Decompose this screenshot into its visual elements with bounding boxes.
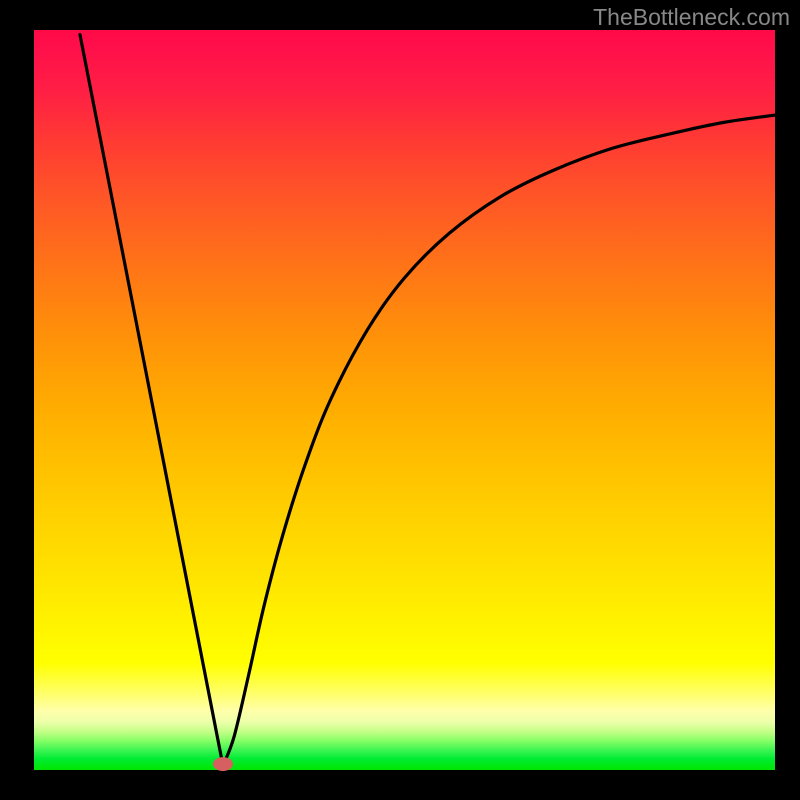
gradient-background <box>34 30 775 770</box>
chart-svg <box>0 0 800 800</box>
optimum-marker <box>213 757 233 771</box>
watermark-text: TheBottleneck.com <box>593 4 790 31</box>
chart-container: TheBottleneck.com <box>0 0 800 800</box>
